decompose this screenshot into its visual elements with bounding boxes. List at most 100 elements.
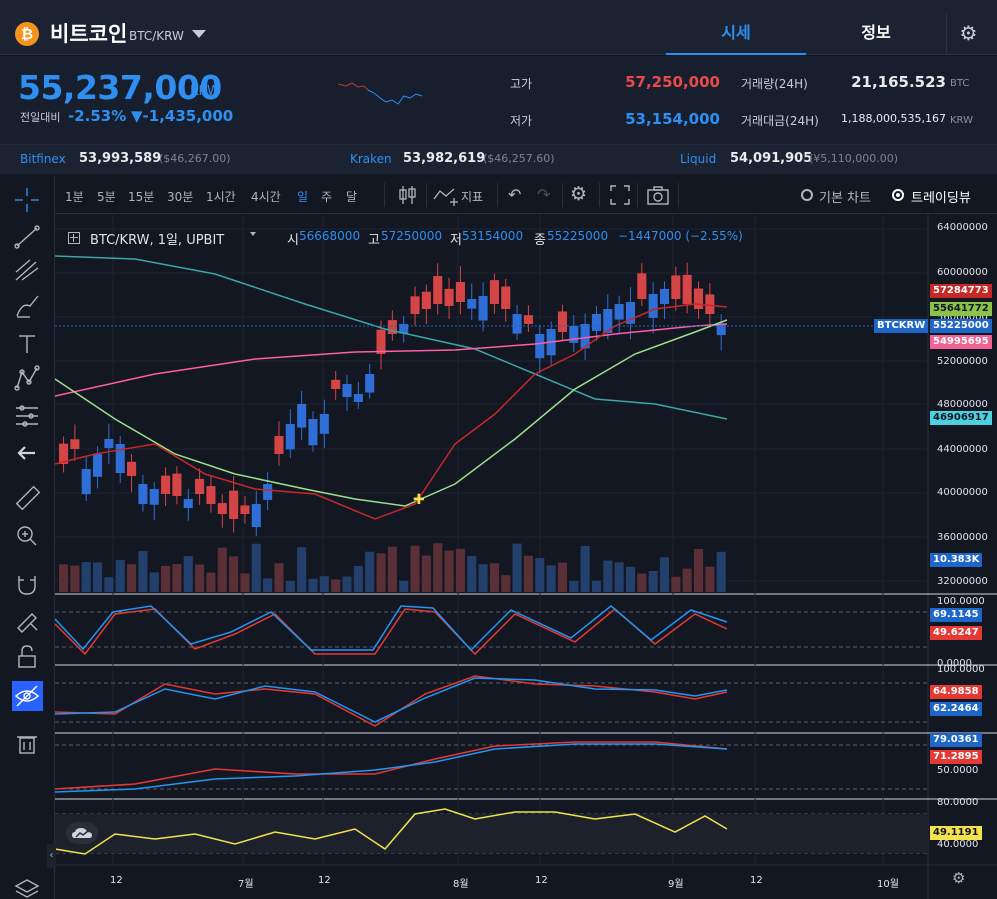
exchange-row [0, 144, 997, 174]
indicator-icon[interactable] [432, 184, 460, 206]
layers-icon[interactable] [14, 879, 40, 898]
price-tick: 64000000 [937, 222, 988, 233]
volume-bar [93, 562, 103, 592]
timeframe-1h[interactable]: 1시간 [206, 190, 236, 204]
amount-unit: KRW [950, 115, 973, 126]
text-icon[interactable] [19, 335, 35, 353]
time-tick: 12 [535, 875, 548, 886]
chevron-down-icon[interactable] [192, 30, 206, 38]
chart-toolbar [55, 176, 997, 214]
legend-change: −1447000 (−2.55%) [618, 229, 743, 243]
timeframe-4h[interactable]: 4시간 [251, 190, 281, 204]
tab-info[interactable]: 정보 [861, 23, 891, 42]
toolbar-divider [637, 183, 638, 207]
timeframe-15m[interactable]: 15분 [128, 190, 155, 204]
price-tick: 40000000 [937, 487, 988, 498]
volume-bar [614, 562, 624, 592]
price-chart[interactable]: ✚ [55, 214, 997, 899]
candle-body [342, 384, 352, 398]
candle-body [93, 454, 103, 477]
trash-icon[interactable] [17, 736, 37, 754]
volume-bar [716, 551, 726, 592]
axis-settings-icon[interactable]: ⚙ [952, 869, 966, 887]
indicator-value: 79.0361 [930, 733, 982, 747]
fullscreen-icon[interactable] [609, 184, 631, 206]
candle-body [501, 286, 511, 309]
zoom-in-icon[interactable] [17, 526, 37, 546]
candle-style-icon[interactable] [395, 184, 419, 206]
volume-bar [376, 553, 386, 592]
indicator-tick: 50.0000 [937, 765, 979, 776]
volume-bar [70, 565, 80, 592]
tab-price[interactable]: 시세 [666, 14, 806, 55]
ma-price-label: 57284773 [930, 284, 992, 298]
ruler-icon[interactable] [15, 485, 41, 511]
time-tick: 12 [750, 875, 763, 886]
legend-high: 57250000 [381, 229, 443, 243]
indicator-value: 69.1145 [930, 608, 982, 622]
volume-value: 21,165.523 [851, 73, 946, 91]
volume-bar [285, 581, 295, 592]
volume-bar [149, 572, 159, 592]
candle-body [297, 404, 307, 428]
measure-icon[interactable] [16, 405, 38, 427]
candle-body [693, 288, 704, 309]
drawing-toolbar [0, 176, 55, 899]
indicator-value: 64.9858 [930, 685, 982, 699]
time-tick: 8월 [453, 879, 469, 890]
ma-pink-line [55, 323, 728, 397]
indicator-button[interactable]: 지표 [461, 190, 484, 204]
indicator-tick: 80.0000 [937, 797, 979, 808]
redo-icon[interactable]: ↷ [537, 185, 551, 204]
collapse-toolbar-icon[interactable]: ‹ [47, 844, 56, 868]
timeframe-1w[interactable]: 주 [321, 190, 333, 204]
indicator-value: 71.2895 [930, 750, 982, 764]
amount-label: 거래대금(24H) [741, 114, 819, 128]
magnet-icon[interactable] [18, 576, 36, 595]
lock-icon[interactable] [18, 645, 36, 668]
change-percent: -2.53% [68, 107, 127, 125]
chevron-down-icon[interactable] [250, 232, 256, 236]
volume-bar [331, 579, 341, 592]
volume-bar [512, 543, 522, 592]
candle-body [206, 486, 216, 504]
volume-bar [59, 564, 69, 592]
timeframe-1mo[interactable]: 달 [346, 190, 358, 204]
tradingview-radio[interactable] [892, 189, 904, 201]
candle-body [659, 289, 670, 305]
timeframe-1d[interactable]: 일 [297, 190, 309, 204]
fib-icon[interactable] [15, 259, 39, 281]
candle-body [195, 478, 205, 494]
expand-legend-icon[interactable] [68, 232, 80, 244]
lock-drawing-icon[interactable] [17, 613, 38, 633]
volume-bar [365, 551, 375, 592]
chart-settings-icon[interactable]: ⚙ [570, 183, 588, 205]
timeframe-30m[interactable]: 30분 [167, 190, 194, 204]
camera-icon[interactable] [646, 184, 670, 206]
ma-price-label: 54995695 [930, 335, 992, 349]
legend-title: BTC/KRW, 1일, UPBIT [90, 233, 225, 248]
rsi-band [55, 814, 928, 853]
back-arrow-icon[interactable] [17, 446, 35, 460]
volume-bar [104, 577, 114, 592]
pattern-icon[interactable] [14, 365, 40, 391]
crosshair-icon[interactable] [15, 188, 39, 212]
candle-body [580, 324, 590, 349]
timeframe-1m[interactable]: 1분 [65, 190, 84, 204]
gear-icon[interactable]: ⚙ [946, 14, 990, 55]
drawing-tools [12, 188, 43, 898]
candle-body [70, 439, 80, 449]
volume-bar [489, 563, 499, 592]
basic-chart-label: 기본 차트 [819, 191, 871, 206]
candle-body [376, 329, 386, 354]
volume-bar [637, 573, 647, 592]
trend-line-icon[interactable] [14, 225, 40, 249]
undo-icon[interactable]: ↶ [508, 185, 522, 204]
volume-bar [342, 576, 352, 592]
brush-icon[interactable] [16, 295, 39, 318]
timeframe-5m[interactable]: 5분 [97, 190, 116, 204]
high-value: 57,250,000 [625, 73, 720, 91]
cloud-icon[interactable] [66, 822, 98, 844]
legend-low-label: 저 [450, 233, 462, 248]
basic-chart-radio[interactable] [801, 189, 813, 201]
